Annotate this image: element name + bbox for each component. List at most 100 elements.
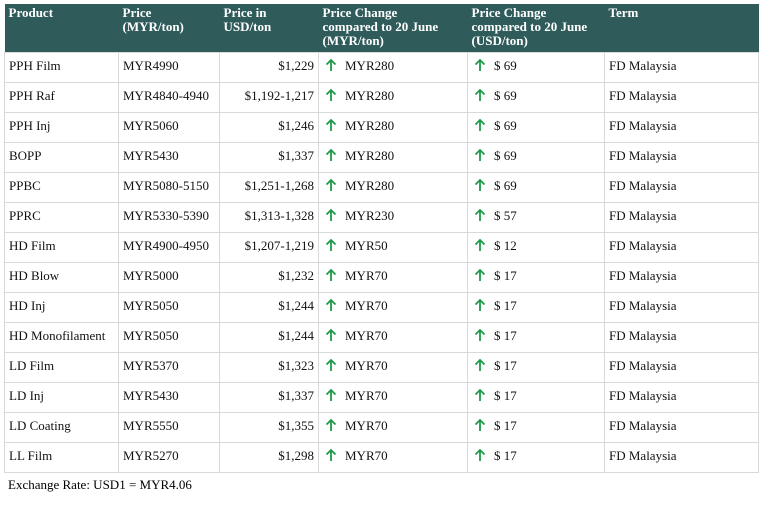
cell: FD Malaysia [604,52,759,83]
change-value: MYR50 [345,238,388,253]
up-arrow [325,88,337,101]
cell: FD Malaysia [604,322,759,353]
cell: $1,323 [219,352,319,383]
change-value: $ 57 [494,208,517,223]
up-arrow [474,208,486,221]
up-arrow [325,238,337,251]
change-value: MYR70 [345,268,388,283]
change-value: MYR280 [345,118,395,133]
up-arrow [474,238,486,251]
cell: $1,244 [219,292,319,323]
cell: PPBC [4,172,119,203]
up-arrow [325,298,337,311]
cell: PPH Raf [4,82,119,113]
cell: FD Malaysia [604,382,759,413]
up-arrow [474,88,486,101]
change-value: MYR70 [345,418,388,433]
change-value: $ 69 [494,178,517,193]
change-value: MYR280 [345,88,395,103]
column-header: Price (MYR/ton) [118,4,220,53]
cell: PPH Film [4,52,119,83]
cell: PPRC [4,202,119,233]
change-value: $ 69 [494,118,517,133]
cell: MYR4900-4950 [118,232,220,263]
change-cell: MYR70 [318,322,468,353]
up-arrow [474,58,486,71]
up-arrow [325,448,337,461]
table-row: BOPP MYR5430 $1,337 MYR280 $ 69 FD Malaysia [4,142,759,173]
change-cell: $ 69 [467,172,605,203]
change-value: MYR70 [345,448,388,463]
cell: MYR5430 [118,142,220,173]
change-value: MYR70 [345,358,388,373]
up-arrow [474,298,486,311]
change-cell: MYR280 [318,172,468,203]
up-arrow [325,208,337,221]
change-value: $ 17 [494,298,517,313]
change-value: $ 17 [494,448,517,463]
cell: MYR5370 [118,352,220,383]
up-arrow [325,388,337,401]
cell: MYR5000 [118,262,220,293]
change-value: $ 69 [494,148,517,163]
cell: $1,337 [219,142,319,173]
change-value: MYR230 [345,208,395,223]
up-arrow [474,118,486,131]
up-arrow [325,418,337,431]
change-value: MYR280 [345,178,395,193]
column-header: Price Change compared to 20 June (MYR/to… [318,4,468,53]
cell: MYR5050 [118,292,220,323]
column-header: Term [604,4,759,53]
cell: FD Malaysia [604,292,759,323]
cell: MYR5270 [118,442,220,473]
price-table: Product Price (MYR/ton) Price in USD/ton Pr… [4,4,759,473]
cell: MYR5430 [118,382,220,413]
header-row: Product Price (MYR/ton) Price in USD/ton Pr… [4,4,759,53]
table-row: PPBC MYR5080-5150 $1,251-1,268 MYR280 $ 69 FD… [4,172,759,203]
change-cell: $ 17 [467,382,605,413]
cell: HD Monofilament [4,322,119,353]
up-arrow [325,178,337,191]
table-row: LD Film MYR5370 $1,323 MYR70 $ 17 FD Malaysia [4,352,759,383]
cell: FD Malaysia [604,82,759,113]
cell: HD Blow [4,262,119,293]
up-arrow [474,178,486,191]
cell: MYR4990 [118,52,220,83]
up-arrow [325,58,337,71]
change-cell: MYR280 [318,112,468,143]
cell: $1,313-1,328 [219,202,319,233]
table-row: PPH Inj MYR5060 $1,246 MYR280 $ 69 FD Malaysi… [4,112,759,143]
cell: FD Malaysia [604,352,759,383]
up-arrow [325,118,337,131]
cell: FD Malaysia [604,142,759,173]
change-cell: MYR280 [318,52,468,83]
change-value: MYR70 [345,328,388,343]
cell: $1,229 [219,52,319,83]
cell: MYR5330-5390 [118,202,220,233]
cell: $1,251-1,268 [219,172,319,203]
cell: LL Film [4,442,119,473]
table-row: PPH Raf MYR4840-4940 $1,192-1,217 MYR280 $ 6… [4,82,759,113]
change-cell: MYR50 [318,232,468,263]
change-cell: MYR70 [318,412,468,443]
table-row: HD Film MYR4900-4950 $1,207-1,219 MYR50 $ 12… [4,232,759,263]
cell: FD Malaysia [604,442,759,473]
cell: HD Film [4,232,119,263]
up-arrow [474,358,486,371]
up-arrow [474,268,486,281]
cell: LD Coating [4,412,119,443]
change-cell: $ 17 [467,262,605,293]
cell: MYR5060 [118,112,220,143]
change-cell: MYR70 [318,292,468,323]
cell: MYR5550 [118,412,220,443]
cell: FD Malaysia [604,262,759,293]
table-row: HD Blow MYR5000 $1,232 MYR70 $ 17 FD Malaysia [4,262,759,293]
cell: HD Inj [4,292,119,323]
cell: $1,192-1,217 [219,82,319,113]
cell: MYR5050 [118,322,220,353]
cell: FD Malaysia [604,202,759,233]
change-cell: $ 69 [467,52,605,83]
change-cell: $ 17 [467,352,605,383]
cell: FD Malaysia [604,172,759,203]
